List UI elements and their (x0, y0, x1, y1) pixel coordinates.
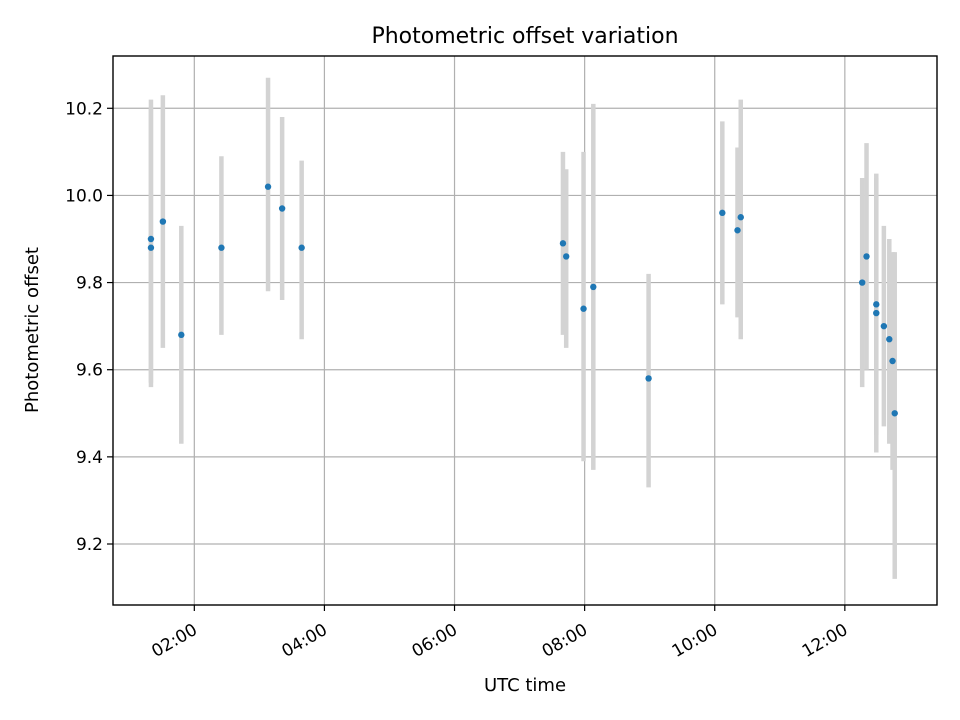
chart-title: Photometric offset variation (371, 24, 678, 49)
plot-area-frame (112, 55, 938, 606)
data-point (873, 309, 880, 317)
data-point (737, 214, 744, 221)
data-point (563, 253, 570, 260)
data-point (858, 279, 866, 286)
data-point (719, 209, 726, 217)
x-tick-label: 04:00 (278, 620, 330, 662)
y-axis-label: Photometric offset (22, 247, 43, 413)
data-point (863, 253, 870, 260)
data-point (645, 375, 652, 382)
data-point (873, 301, 880, 308)
x-tick-label: 06:00 (409, 620, 461, 662)
grid-lines (113, 56, 937, 605)
y-tick-label: 9.2 (76, 535, 103, 555)
data-point (178, 331, 185, 339)
data-point (147, 244, 155, 251)
data-point (886, 336, 893, 343)
data-point (278, 205, 286, 212)
data-point (147, 235, 155, 243)
data-point (891, 410, 898, 417)
data-point (264, 183, 272, 190)
x-tick-label: 10:00 (669, 620, 721, 662)
data-point (580, 305, 587, 312)
data-point (559, 240, 567, 247)
x-tick-label: 02:00 (148, 620, 200, 662)
data-points (147, 183, 898, 417)
y-tick-label: 9.6 (76, 361, 103, 381)
y-tick-label: 9.8 (76, 274, 103, 294)
y-tick-label: 9.4 (76, 448, 103, 468)
data-point (159, 218, 167, 225)
x-axis-label: UTC time (484, 675, 566, 696)
data-point (734, 227, 741, 234)
data-point (889, 357, 896, 365)
y-tick-label: 10.2 (65, 99, 103, 119)
data-point (590, 283, 597, 291)
x-tick-label: 08:00 (539, 620, 591, 662)
y-tick-label: 10.0 (65, 186, 103, 206)
data-point (880, 322, 888, 330)
data-point (298, 244, 305, 251)
error-bars (148, 77, 897, 579)
x-tick-label: 12:00 (799, 620, 851, 662)
data-point (218, 244, 225, 251)
